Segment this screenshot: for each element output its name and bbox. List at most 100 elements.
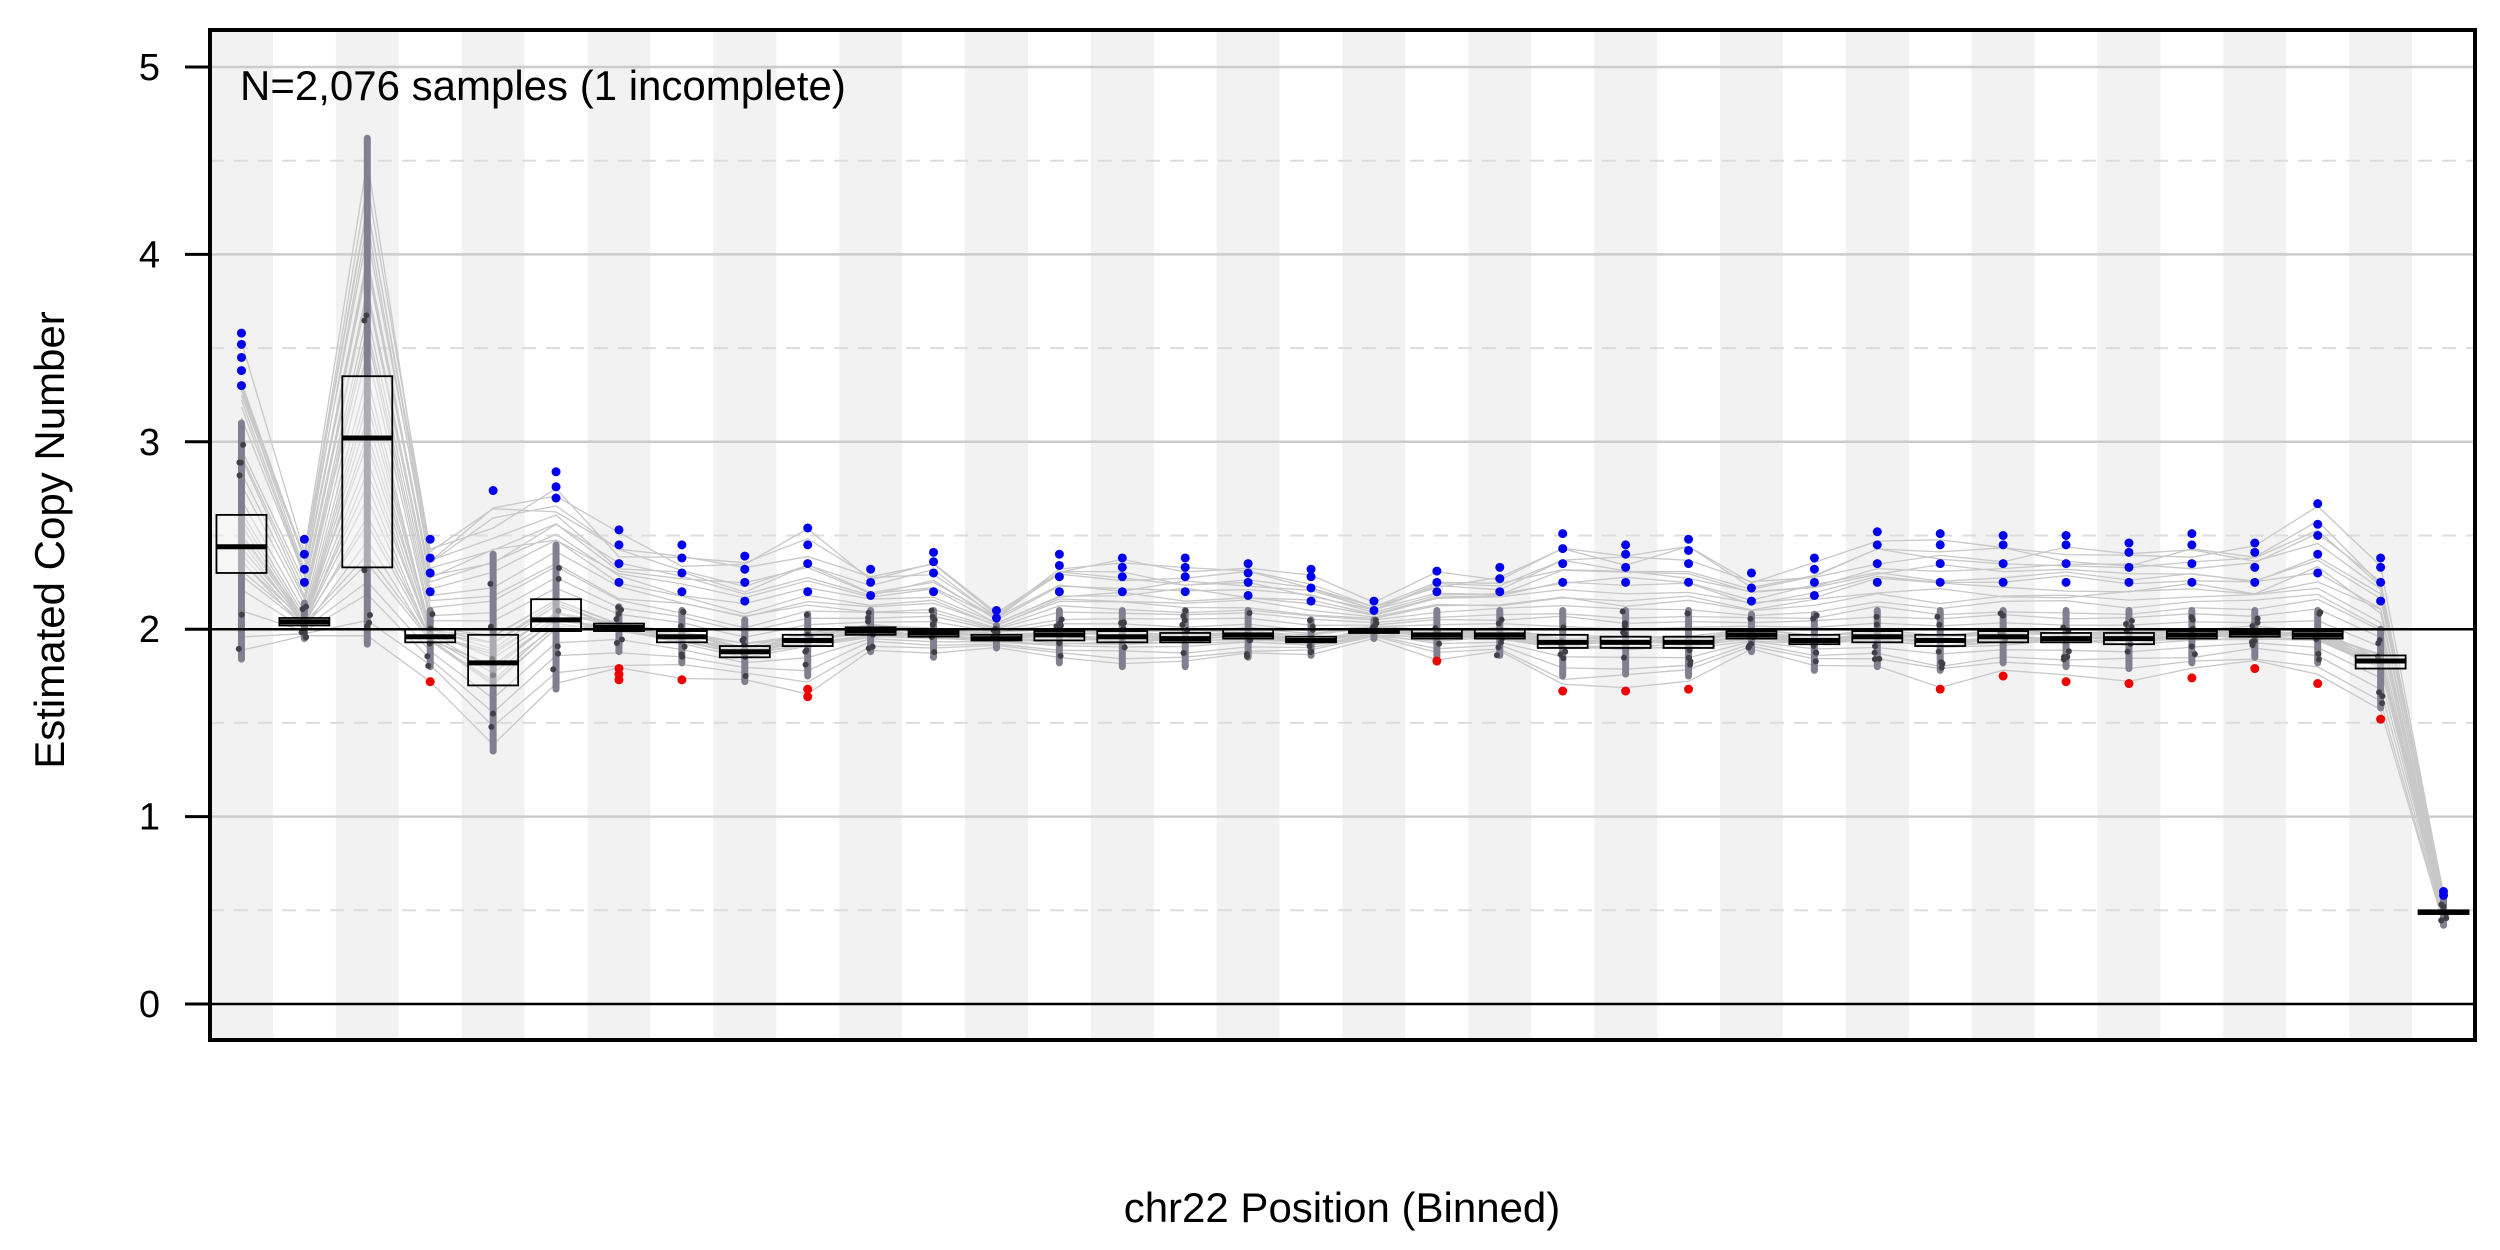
bin-boxplot — [1222, 559, 1275, 661]
high-outlier-point — [2187, 559, 2197, 569]
data-point — [2317, 609, 2324, 616]
data-point — [550, 666, 557, 673]
high-outlier-point — [1684, 534, 1694, 544]
bin-boxplot — [2165, 529, 2218, 683]
data-point — [1934, 613, 1941, 620]
data-point — [1056, 640, 1063, 647]
low-outlier-point — [1621, 686, 1631, 696]
data-point — [361, 567, 368, 574]
bin-boxplot — [1599, 540, 1652, 696]
high-outlier-point — [1935, 577, 1945, 587]
data-point — [555, 575, 562, 582]
high-outlier-point — [2313, 568, 2323, 578]
data-point — [1620, 654, 1627, 661]
sample-line — [241, 619, 2445, 923]
data-point — [677, 623, 684, 630]
data-point — [2128, 617, 2135, 624]
high-outlier-point — [1117, 553, 1127, 563]
data-point — [424, 653, 431, 660]
high-outlier-point — [488, 486, 498, 496]
high-outlier-point — [236, 366, 246, 376]
high-outlier-point — [2061, 540, 2071, 550]
sample-line — [240, 208, 2445, 898]
data-point — [490, 710, 497, 717]
data-point — [2315, 650, 2322, 657]
data-point — [2376, 636, 2383, 643]
y-axis-title: Estimated Copy Number — [26, 311, 73, 769]
high-outlier-point — [1369, 596, 1379, 606]
data-point — [1372, 622, 1379, 629]
bin-boxplot — [1914, 529, 1967, 694]
high-outlier-point — [2061, 531, 2071, 540]
sample-count-annotation: N=2,076 samples (1 incomplete) — [240, 62, 846, 109]
data-point — [865, 614, 872, 621]
high-outlier-point — [2187, 577, 2197, 587]
high-outlier-point — [2439, 887, 2449, 897]
data-point — [2438, 917, 2445, 924]
sample-line — [240, 293, 2445, 905]
data-point — [2188, 643, 2195, 650]
high-outlier-point — [1998, 540, 2008, 550]
data-point — [2189, 616, 2196, 623]
high-outlier-point — [1180, 572, 1190, 582]
high-outlier-point — [803, 587, 813, 597]
high-outlier-point — [614, 525, 624, 535]
data-point — [2440, 903, 2447, 910]
high-outlier-point — [1746, 596, 1756, 606]
sample-line — [240, 266, 2445, 901]
data-point — [2191, 651, 2198, 658]
data-point — [1873, 621, 1880, 628]
high-outlier-point — [929, 568, 939, 578]
bin-boxplot — [467, 486, 520, 755]
data-point — [2124, 648, 2131, 655]
high-outlier-point — [236, 352, 246, 362]
high-outlier-point — [803, 523, 813, 533]
high-outlier-point — [1180, 553, 1190, 563]
high-outlier-point — [2250, 538, 2260, 548]
sample-line — [240, 235, 2445, 898]
data-point — [931, 649, 938, 656]
high-outlier-point — [1243, 577, 1253, 587]
high-outlier-point — [551, 493, 561, 503]
high-outlier-point — [2376, 553, 2386, 563]
data-point — [1372, 616, 1379, 623]
high-outlier-point — [299, 577, 309, 587]
high-outlier-point — [1054, 572, 1064, 582]
high-outlier-point — [236, 381, 246, 391]
data-point — [429, 611, 436, 618]
high-outlier-point — [1117, 562, 1127, 572]
data-point — [742, 673, 749, 680]
high-outlier-point — [2124, 562, 2134, 572]
data-point — [678, 651, 685, 658]
high-outlier-point — [740, 577, 750, 587]
high-outlier-point — [2061, 577, 2071, 587]
data-point — [1560, 655, 1567, 662]
data-point — [929, 613, 936, 620]
data-point — [1997, 610, 2004, 617]
high-outlier-point — [1306, 583, 1316, 593]
data-point — [929, 621, 936, 628]
high-outlier-point — [1432, 587, 1442, 597]
bin-boxplot — [2417, 887, 2470, 929]
high-outlier-point — [1684, 559, 1694, 569]
high-outlier-point — [614, 540, 624, 550]
data-point — [1812, 658, 1819, 665]
high-outlier-point — [1809, 553, 1819, 563]
high-outlier-point — [1306, 572, 1316, 582]
data-point — [613, 616, 620, 623]
sample-line — [240, 327, 2445, 907]
data-point — [1246, 610, 1253, 617]
high-outlier-point — [1243, 568, 1253, 578]
data-point — [2254, 619, 2261, 626]
data-point — [1180, 612, 1187, 619]
data-point — [1121, 644, 1128, 651]
low-outlier-point — [2313, 679, 2323, 689]
sample-line — [240, 314, 2445, 905]
data-point — [615, 604, 622, 611]
data-point — [2123, 621, 2130, 628]
bin-boxplot — [1159, 553, 1212, 671]
low-outlier-point — [2124, 679, 2134, 689]
bin-boxplot — [970, 605, 1023, 652]
data-point — [2248, 638, 2255, 645]
data-point — [240, 441, 247, 448]
